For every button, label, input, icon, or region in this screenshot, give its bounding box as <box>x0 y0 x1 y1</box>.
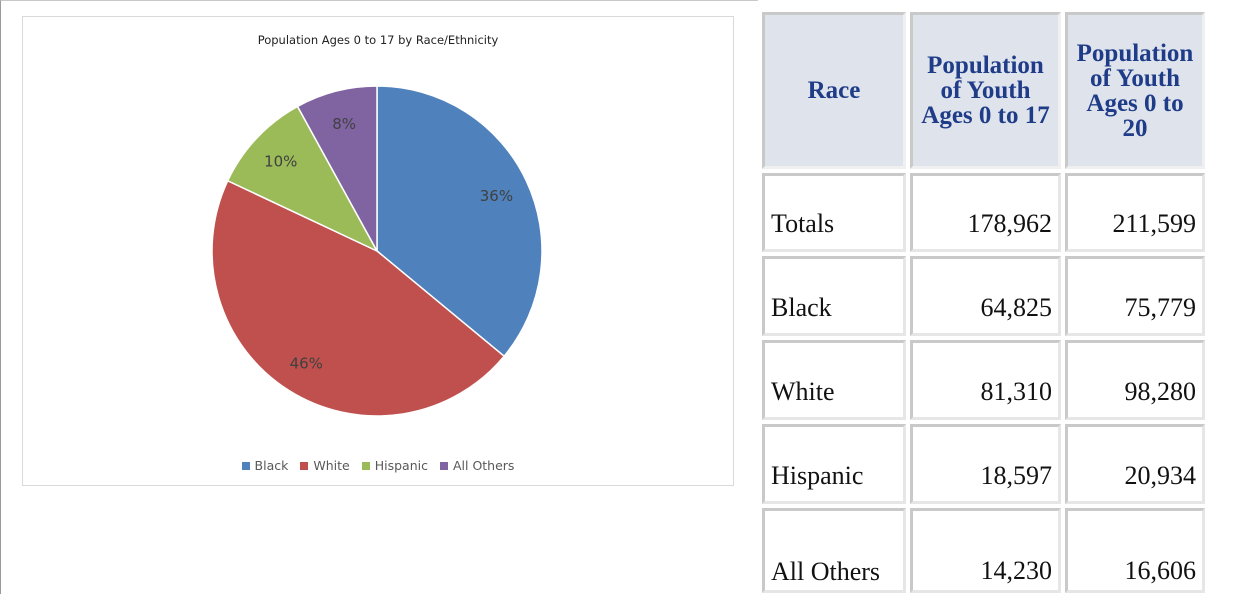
slice-label: 46% <box>290 354 323 372</box>
legend-swatch-icon <box>300 462 309 470</box>
legend-swatch-icon <box>439 462 448 470</box>
chart-legend: Black White Hispanic All Others <box>23 458 733 473</box>
pie-slice-white <box>211 179 506 417</box>
row-race: White <box>762 340 906 420</box>
row-ages-0-20: 98,280 <box>1065 340 1205 420</box>
chart-title: Population Ages 0 to 17 by Race/Ethnicit… <box>257 33 499 47</box>
row-race: Totals <box>762 173 906 252</box>
header-race: Race <box>762 12 906 169</box>
legend-item: White <box>300 458 350 473</box>
table-row: Hispanic 18,597 20,934 <box>762 424 1205 504</box>
table-header-row: Race Population of Youth Ages 0 to 17 Po… <box>762 12 1205 169</box>
legend-label: Hispanic <box>374 458 428 473</box>
pie-slice-all-others <box>296 85 378 252</box>
table-row: Totals 178,962 211,599 <box>762 173 1205 252</box>
legend-item: Hispanic <box>361 458 428 473</box>
row-race: All Others <box>762 508 906 593</box>
legend-swatch-icon <box>241 462 250 470</box>
row-ages-0-17: 81,310 <box>910 340 1061 420</box>
slice-label: 36% <box>480 187 513 205</box>
slice-label: 8% <box>332 115 356 133</box>
pie-chart: Population Ages 0 to 17 by Race/Ethnicit… <box>22 16 734 486</box>
pie-slice-hispanic <box>226 105 379 253</box>
row-ages-0-20: 20,934 <box>1065 424 1205 504</box>
row-race: Black <box>762 256 906 336</box>
page-frame <box>0 0 758 594</box>
row-ages-0-20: 75,779 <box>1065 256 1205 336</box>
table-row: White 81,310 98,280 <box>762 340 1205 420</box>
legend-label: White <box>313 458 350 473</box>
legend-item: Black <box>241 458 289 473</box>
legend-label: All Others <box>452 458 515 473</box>
legend-swatch-icon <box>361 462 370 470</box>
row-ages-0-17: 18,597 <box>910 424 1061 504</box>
pie-slice-black <box>376 85 543 358</box>
row-ages-0-17: 14,230 <box>910 508 1061 593</box>
row-ages-0-17: 178,962 <box>910 173 1061 252</box>
table-row: Black 64,825 75,779 <box>762 256 1205 336</box>
row-ages-0-17: 64,825 <box>910 256 1061 336</box>
header-ages-0-20: Population of Youth Ages 0 to 20 <box>1065 12 1205 169</box>
legend-label: Black <box>254 458 289 473</box>
row-race: Hispanic <box>762 424 906 504</box>
table-row: All Others 14,230 16,606 <box>762 508 1205 593</box>
legend-item: All Others <box>439 458 515 473</box>
slice-label: 10% <box>264 153 297 171</box>
row-ages-0-20: 211,599 <box>1065 173 1205 252</box>
pie-chart-plot: 36% 46% 10% 8% <box>211 85 543 417</box>
header-ages-0-17: Population of Youth Ages 0 to 17 <box>910 12 1061 169</box>
population-table: Race Population of Youth Ages 0 to 17 Po… <box>758 8 1209 597</box>
row-ages-0-20: 16,606 <box>1065 508 1205 593</box>
